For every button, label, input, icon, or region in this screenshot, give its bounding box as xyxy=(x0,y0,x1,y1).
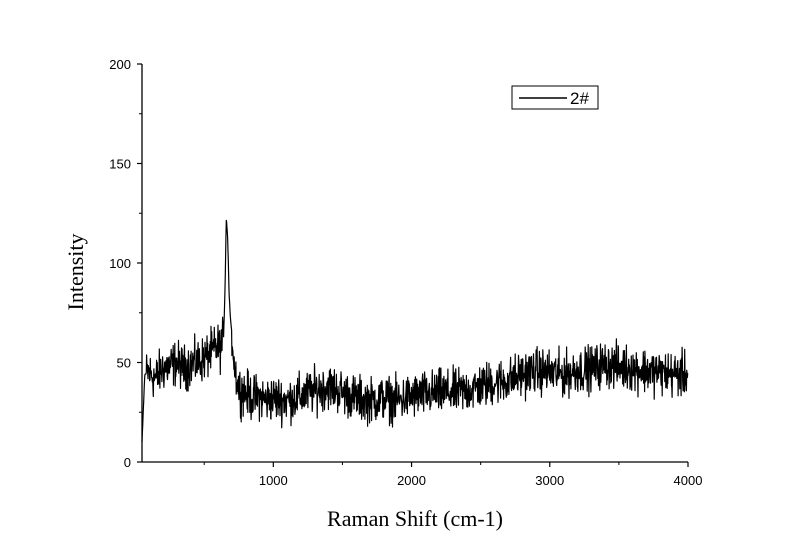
x-tick-label: 3000 xyxy=(535,473,564,488)
y-tick-label: 0 xyxy=(124,455,131,470)
legend: 2# xyxy=(511,85,599,110)
y-tick-label: 50 xyxy=(117,356,131,371)
y-axis-title: Intensity xyxy=(63,234,88,311)
y-tick-label: 100 xyxy=(109,256,131,271)
legend-label: 2# xyxy=(570,89,589,108)
ticks: 1000 2000 3000 4000 0 50 100 150 200 xyxy=(109,57,702,488)
x-axis-title: Raman Shift (cm-1) xyxy=(327,506,503,531)
series-2#-line xyxy=(141,219,689,443)
x-tick-label: 2000 xyxy=(397,473,426,488)
y-tick-label: 150 xyxy=(109,157,131,172)
y-tick-label: 200 xyxy=(109,57,131,72)
x-tick-label: 1000 xyxy=(259,473,288,488)
x-tick-label: 4000 xyxy=(674,473,703,488)
